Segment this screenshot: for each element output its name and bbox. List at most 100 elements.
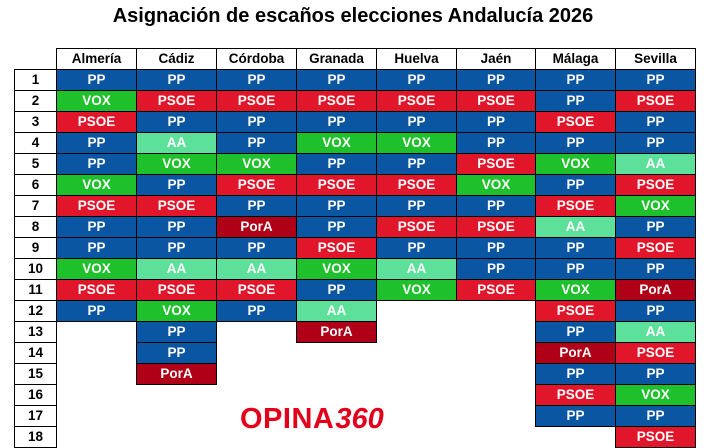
empty-cell: [377, 343, 457, 364]
column-header: Jaén: [456, 48, 536, 70]
seat-cell: PSOE: [615, 237, 696, 259]
chart-title: Asignación de escaños elecciones Andaluc…: [112, 5, 594, 27]
table-row: 16 PSOE VOX: [14, 384, 696, 406]
seat-cell: PP: [376, 237, 457, 259]
seat-cell: AA: [216, 258, 297, 280]
seat-cell: PP: [535, 363, 616, 385]
logo-number: 360: [335, 403, 384, 435]
logo-word: OPINA: [240, 403, 335, 435]
empty-cell: [217, 364, 297, 385]
seat-cell: PSOE: [216, 90, 297, 112]
table-row: 17 PP PP: [14, 405, 696, 427]
seat-cell: PP: [456, 237, 536, 259]
empty-cell: [57, 385, 137, 406]
row-number: 16: [14, 384, 57, 406]
seat-cell: PP: [136, 342, 217, 364]
empty-cell: [377, 364, 457, 385]
seat-cell: PP: [216, 111, 297, 133]
seat-cell: PSOE: [535, 195, 616, 217]
seat-cell: AA: [615, 321, 696, 343]
table-row: 2 VOX PSOE PSOE PSOE PSOE PSOE PP PSOE: [14, 90, 696, 112]
row-number: 12: [14, 300, 57, 322]
seat-cell: VOX: [136, 153, 217, 175]
empty-cell: [377, 322, 457, 343]
table-row: 9 PP PP PP PSOE PP PP PP PSOE: [14, 237, 696, 259]
empty-cell: [377, 385, 457, 406]
seat-cell: PP: [535, 69, 616, 91]
empty-cell: [57, 364, 137, 385]
seat-cell: VOX: [136, 300, 217, 322]
row-number: 14: [14, 342, 57, 364]
seat-allocation-table: Almería Cádiz Córdoba Granada Huelva Jaén Mála…: [14, 48, 696, 448]
seat-cell: PP: [535, 237, 616, 259]
seat-cell: PSOE: [456, 153, 536, 175]
seat-cell: PP: [136, 174, 217, 196]
seat-cell: PorA: [216, 216, 297, 238]
seat-cell: PP: [216, 300, 297, 322]
seat-cell: PP: [376, 111, 457, 133]
seat-cell: PP: [615, 111, 696, 133]
seat-cell: PP: [376, 69, 457, 91]
seat-cell: PP: [216, 69, 297, 91]
seat-cell: PP: [615, 69, 696, 91]
seat-cell: VOX: [56, 258, 137, 280]
seat-cell: PP: [456, 111, 536, 133]
empty-cell: [457, 322, 536, 343]
opina360-logo: OPINA 360: [240, 404, 384, 434]
empty-cell: [377, 427, 457, 448]
seat-cell: PSOE: [56, 279, 137, 301]
table-row: 11 PSOE PSOE PSOE PP VOX PSOE VOX PorA: [14, 279, 696, 301]
row-number: 3: [14, 111, 57, 133]
seat-cell: PP: [535, 405, 616, 427]
seat-cell: PP: [615, 300, 696, 322]
seat-cell: PSOE: [216, 279, 297, 301]
seat-cell: PP: [535, 174, 616, 196]
seat-cell: PP: [615, 363, 696, 385]
empty-cell: [137, 427, 217, 448]
empty-cell: [377, 406, 457, 427]
seat-cell: PP: [615, 132, 696, 154]
seat-cell: PP: [56, 153, 137, 175]
seat-cell: PP: [615, 216, 696, 238]
empty-cell: [217, 322, 297, 343]
seat-cell: AA: [615, 153, 696, 175]
empty-cell: [57, 406, 137, 427]
empty-cell: [457, 385, 536, 406]
empty-cell: [57, 322, 137, 343]
seat-cell: VOX: [296, 132, 377, 154]
seat-cell: VOX: [535, 153, 616, 175]
seat-cell: VOX: [56, 90, 137, 112]
empty-cell: [536, 427, 616, 448]
empty-cell: [137, 406, 217, 427]
seat-cell: AA: [136, 258, 217, 280]
seat-cell: PP: [296, 216, 377, 238]
seat-cell: PP: [56, 300, 137, 322]
empty-cell: [297, 364, 377, 385]
seat-cell: VOX: [296, 258, 377, 280]
seat-cell: PSOE: [136, 195, 217, 217]
empty-cell: [457, 343, 536, 364]
seat-cell: PSOE: [56, 111, 137, 133]
row-number: 15: [14, 363, 57, 385]
seat-cell: PSOE: [136, 90, 217, 112]
table-row: 8 PP PP PorA PP PSOE PSOE AA PP: [14, 216, 696, 238]
seat-cell: PP: [296, 69, 377, 91]
seat-cell: PP: [136, 237, 217, 259]
seat-cell: PP: [136, 111, 217, 133]
table-row: 12 PP VOX PP AA PSOE PP: [14, 300, 696, 322]
row-number: 6: [14, 174, 57, 196]
seat-cell: PSOE: [216, 174, 297, 196]
seat-cell: PP: [136, 321, 217, 343]
seat-cell: PSOE: [535, 111, 616, 133]
seat-cell: PP: [216, 195, 297, 217]
row-number: 7: [14, 195, 57, 217]
seat-cell: PSOE: [615, 90, 696, 112]
row-number: 2: [14, 90, 57, 112]
seat-cell: PP: [376, 195, 457, 217]
seat-cell: PP: [615, 405, 696, 427]
table-row: 10 VOX AA AA VOX AA PP PP PP: [14, 258, 696, 280]
seat-cell: VOX: [376, 132, 457, 154]
seat-cell: VOX: [56, 174, 137, 196]
seat-cell: VOX: [615, 384, 696, 406]
row-number: 8: [14, 216, 57, 238]
